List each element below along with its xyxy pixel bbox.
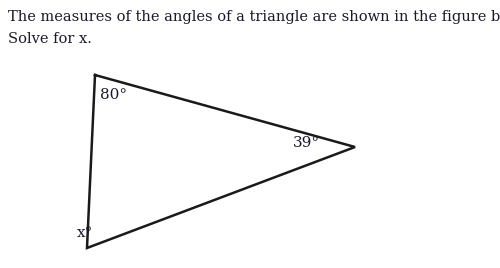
Text: 80°: 80° [100, 88, 127, 102]
Text: x°: x° [76, 226, 93, 240]
Text: 39°: 39° [293, 136, 320, 150]
Text: The measures of the angles of a triangle are shown in the figure below.: The measures of the angles of a triangle… [8, 10, 500, 24]
Text: Solve for x.: Solve for x. [8, 32, 92, 46]
